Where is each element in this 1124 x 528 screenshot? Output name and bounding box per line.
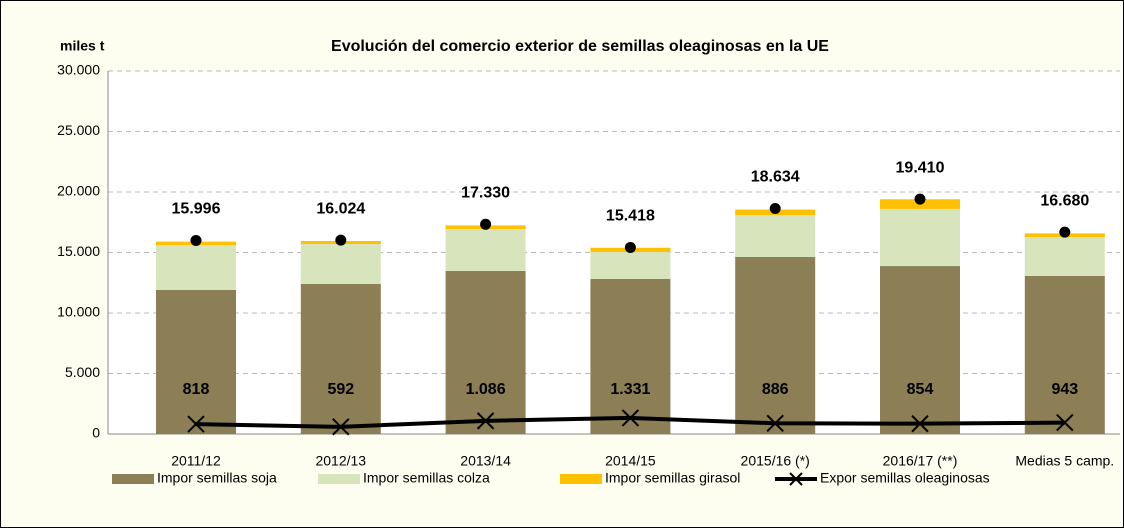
y-tick-label: 20.000	[57, 183, 100, 199]
line-marker	[766, 414, 784, 432]
y-tick-label: 5.000	[65, 364, 100, 380]
legend-label: Impor semillas soja	[157, 470, 277, 486]
x-tick-label: Medias 5 camp.	[1015, 453, 1114, 469]
x-tick-label: 2015/16 (*)	[741, 453, 810, 469]
x-tick-label: 2013/14	[460, 453, 511, 469]
line-marker	[911, 414, 929, 433]
total-dot	[480, 218, 492, 230]
legend-label: Impor semillas colza	[363, 470, 490, 486]
data-label: 886	[762, 381, 789, 398]
y-tick-label: 30.000	[57, 62, 100, 78]
bar	[1024, 237, 1105, 276]
x-tick-label: 2016/17 (**)	[883, 453, 958, 469]
bar	[880, 266, 960, 434]
bar	[445, 271, 526, 434]
line-marker	[621, 409, 640, 427]
total-label: 18.634	[751, 169, 800, 186]
total-label: 15.418	[606, 208, 655, 225]
data-label: 818	[183, 381, 210, 398]
data-label: 1.331	[610, 381, 650, 398]
bar	[590, 252, 671, 279]
total-label: 17.330	[461, 185, 510, 202]
bar	[590, 278, 671, 434]
legend-swatch	[318, 474, 360, 484]
line-marker	[332, 418, 350, 436]
line-marker	[1056, 413, 1074, 432]
bar	[300, 244, 381, 284]
data-label: 592	[327, 381, 354, 398]
bar	[880, 208, 960, 267]
total-dot	[769, 203, 781, 215]
bar	[735, 214, 816, 257]
y-tick-label: 25.000	[57, 122, 100, 138]
total-label: 16.024	[316, 200, 365, 217]
data-label: 1.086	[466, 381, 506, 398]
total-dot	[1059, 226, 1071, 238]
data-label: 943	[1051, 381, 1078, 398]
total-dot	[624, 241, 636, 253]
total-dot	[335, 234, 347, 246]
bar	[300, 283, 381, 434]
y-tick-label: 10.000	[57, 304, 100, 320]
total-dot	[914, 193, 926, 205]
line-marker	[187, 415, 205, 433]
total-dot	[190, 234, 202, 246]
x-tick-label: 2014/15	[605, 453, 656, 469]
bar	[1024, 275, 1105, 434]
bar	[156, 245, 236, 291]
legend-marker	[789, 472, 803, 486]
bar	[445, 229, 526, 272]
y-tick-label: 15.000	[57, 243, 100, 259]
bar	[735, 256, 816, 434]
total-label: 19.410	[896, 159, 945, 176]
x-tick-label: 2012/13	[315, 453, 366, 469]
chart-title: Evolución del comercio exterior de semil…	[331, 38, 829, 55]
total-label: 15.996	[172, 201, 221, 218]
legend-label: Expor semillas oleaginosas	[820, 470, 990, 486]
legend-swatch	[112, 474, 154, 484]
total-label: 16.680	[1040, 192, 1089, 209]
y-axis-label: miles t	[60, 38, 105, 54]
legend-label: Impor semillas girasol	[605, 470, 740, 486]
x-tick-label: 2011/12	[171, 453, 221, 469]
bar	[156, 290, 236, 434]
y-tick-label: 0	[92, 425, 100, 441]
legend-swatch	[560, 474, 602, 484]
data-label: 854	[907, 381, 934, 398]
line-marker	[476, 412, 495, 430]
